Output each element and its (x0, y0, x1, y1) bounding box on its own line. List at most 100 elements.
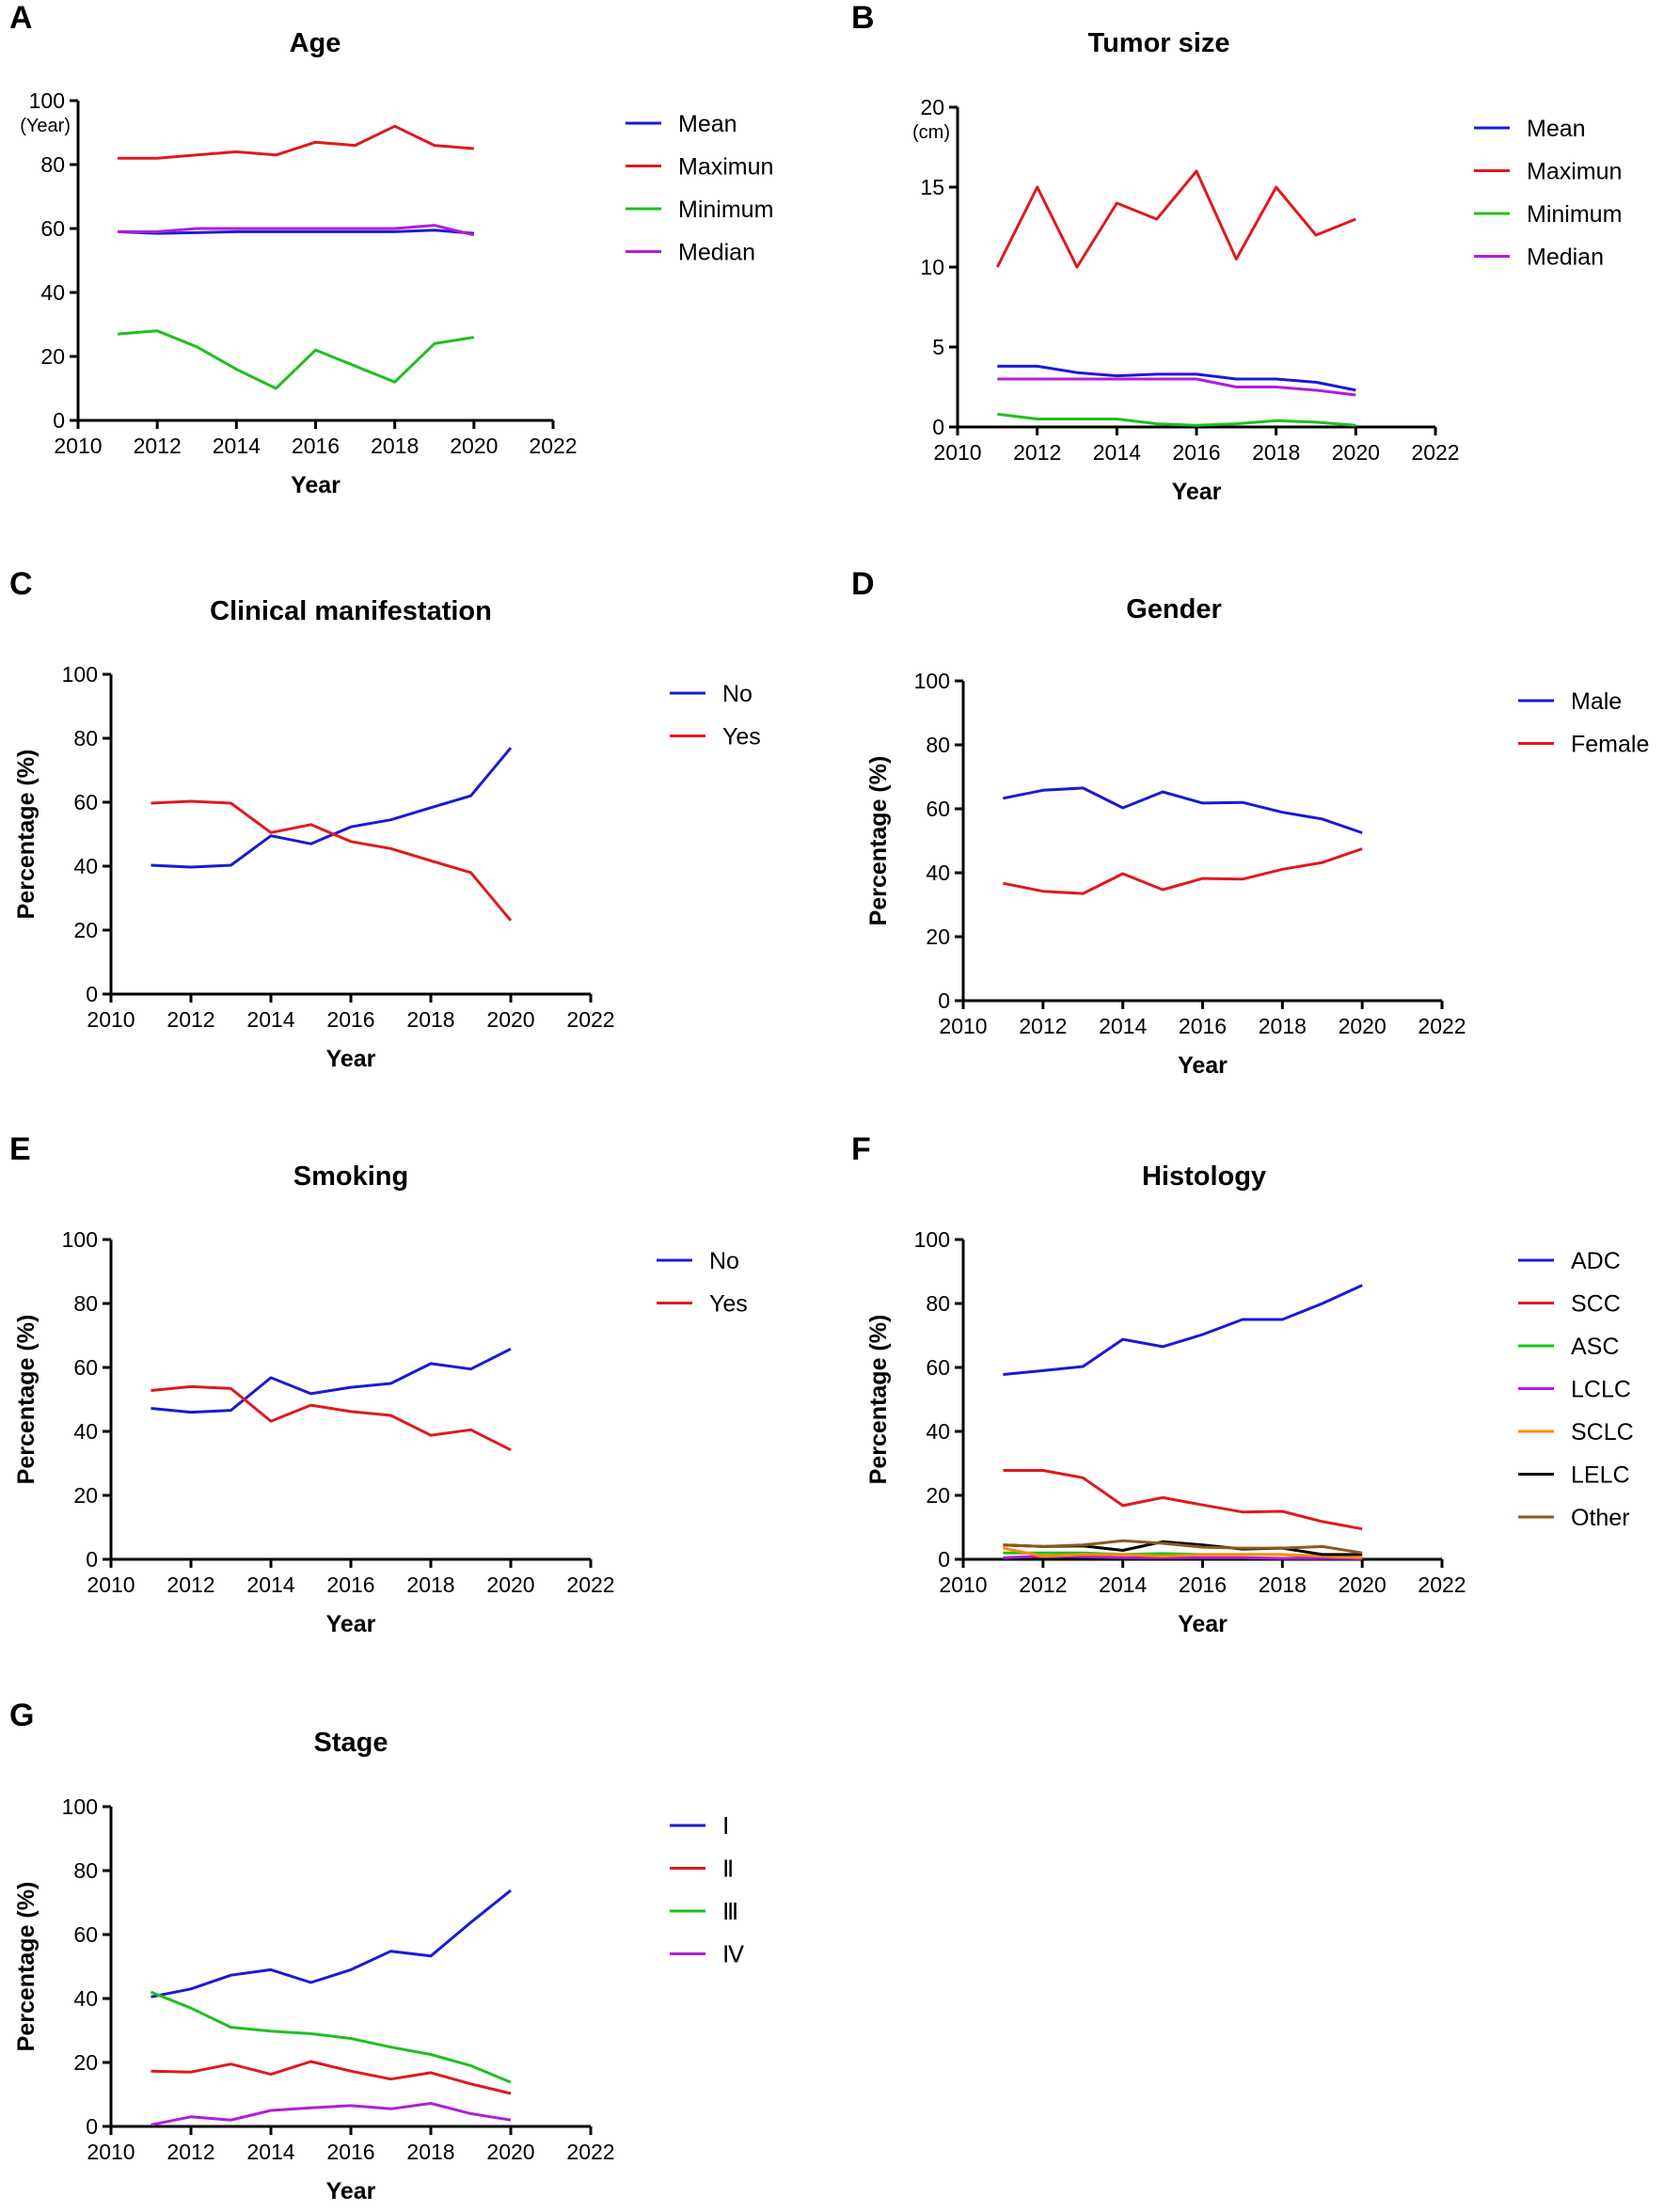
legend-label: ADC (1571, 1248, 1621, 1274)
legend-label: SCC (1571, 1291, 1621, 1318)
y-tick-label: 100 (62, 662, 98, 687)
y-tick-label: 20 (40, 344, 65, 369)
y-tick-label: 0 (938, 988, 950, 1013)
x-tick-label: 2012 (166, 2140, 214, 2164)
y-tick-label: 10 (920, 255, 944, 279)
x-tick-label: 2016 (292, 434, 340, 458)
legend-label: No (722, 681, 753, 707)
y-tick-label: 40 (73, 1986, 98, 2011)
x-tick-label: 2022 (1418, 1014, 1466, 1038)
y-tick-label: 15 (920, 175, 944, 199)
x-axis-title: Year (326, 2178, 376, 2204)
x-tick-label: 2018 (1259, 1572, 1307, 1597)
x-tick-label: 2020 (486, 1572, 534, 1597)
legend-label: Yes (722, 724, 761, 750)
y-tick-label: 20 (926, 924, 950, 949)
series-line-male (1003, 786, 1363, 834)
x-axis-title: Year (1178, 1611, 1228, 1637)
series-line-median (997, 377, 1356, 397)
y-tick-label: 60 (73, 790, 98, 814)
y-unit-label: (cm) (912, 122, 950, 143)
x-tick-label: 2018 (406, 2140, 454, 2164)
legend-label: Median (1527, 245, 1604, 271)
legend-label: Maximun (1527, 159, 1622, 185)
y-tick-label: 80 (73, 1858, 98, 1883)
y-tick-label: 40 (40, 280, 65, 305)
x-tick-label: 2022 (529, 434, 577, 458)
y-tick-label: 80 (926, 1291, 950, 1316)
series-line-yes (151, 1384, 512, 1452)
y-tick-label: 0 (938, 1547, 950, 1572)
x-tick-label: 2022 (1418, 1572, 1466, 1597)
legend-label: ASC (1571, 1334, 1619, 1360)
y-axis-title: Percentage (%) (13, 1882, 40, 2052)
x-tick-label: 2014 (246, 2140, 294, 2164)
y-tick-label: 0 (86, 982, 98, 1006)
x-tick-label: 2012 (1019, 1572, 1067, 1597)
legend-label: Ⅰ (722, 1813, 729, 1840)
x-tick-label: 2016 (1179, 1572, 1227, 1597)
chart-title: Histology (1142, 1161, 1266, 1192)
x-tick-label: 2012 (1013, 440, 1061, 465)
legend-label: Mean (1527, 116, 1586, 142)
series-line-- (150, 1990, 512, 2084)
x-tick-label: 2022 (566, 1007, 614, 1032)
y-tick-label: 0 (86, 1547, 98, 1572)
chart-title: Clinical manifestation (210, 596, 492, 626)
panel-letter: B (851, 0, 875, 36)
x-tick-label: 2012 (166, 1572, 214, 1597)
y-tick-label: 0 (53, 408, 65, 433)
series-line-yes (151, 799, 513, 922)
series-line-no (151, 1347, 512, 1414)
x-tick-label: 2016 (326, 1007, 374, 1032)
y-axis-title: Percentage (%) (13, 1315, 40, 1485)
x-tick-label: 2020 (1339, 1014, 1387, 1038)
x-tick-label: 2016 (326, 1572, 374, 1597)
panel-letter: C (9, 566, 33, 602)
x-tick-label: 2018 (406, 1572, 454, 1597)
y-tick-label: 80 (73, 1291, 98, 1316)
legend-label: SCLC (1571, 1419, 1634, 1446)
legend-label: Other (1571, 1505, 1630, 1531)
panel-letter: D (851, 566, 875, 602)
chart-panel-e: E Smoking 0 20 40 60 80 100 2010 2012 2014 2016 2018… (9, 1131, 748, 1637)
chart-panel-a: A Age 0 20 40 60 80 100 2010 2012 2014 2016 2018 2020… (9, 0, 773, 498)
y-tick-label: 40 (926, 1419, 950, 1444)
x-tick-label: 2018 (1259, 1014, 1307, 1038)
series-line-minimum (997, 412, 1356, 427)
series-line-mean (997, 364, 1356, 392)
panel-letter: F (851, 1131, 871, 1167)
x-tick-label: 2014 (1099, 1572, 1147, 1597)
y-axis-title: Percentage (%) (13, 750, 40, 920)
series-line-other (1003, 1539, 1363, 1555)
chart-panel-c: C Clinical manifestation 0 20 40 60 80 100 2010 2… (9, 566, 761, 1072)
legend-label: Minimum (678, 197, 773, 223)
y-tick-label: 60 (40, 216, 65, 241)
series-line-no (151, 747, 513, 869)
y-tick-label: 60 (926, 1355, 950, 1380)
chart-panel-b: B Tumor size 0 5 10 15 20 2010 2012 2014 2016 2018 2… (851, 0, 1622, 505)
y-tick-label: 100 (62, 1227, 98, 1252)
series-line-maximun (118, 124, 474, 160)
y-tick-label: 60 (73, 1355, 98, 1380)
chart-title: Stage (314, 1728, 388, 1758)
legend-label: Female (1571, 732, 1649, 758)
x-tick-label: 2022 (566, 1572, 614, 1597)
x-tick-label: 2016 (1172, 440, 1220, 465)
series-line-median (118, 224, 475, 237)
x-tick-label: 2010 (87, 2140, 135, 2164)
x-tick-label: 2022 (566, 2140, 614, 2164)
legend-label: LELC (1571, 1462, 1630, 1489)
series-line-maximun (995, 169, 1356, 269)
y-axis-title: Percentage (%) (865, 756, 892, 926)
x-tick-label: 2010 (87, 1007, 135, 1032)
y-tick-label: 20 (926, 1483, 950, 1508)
series-line-sclc (1003, 1546, 1363, 1559)
y-tick-label: 0 (86, 2114, 98, 2139)
x-axis-title: Year (1172, 479, 1222, 505)
legend-label: No (709, 1248, 739, 1274)
series-line-mean (118, 229, 474, 235)
panel-letter: E (9, 1131, 31, 1167)
x-tick-label: 2020 (1332, 440, 1380, 465)
